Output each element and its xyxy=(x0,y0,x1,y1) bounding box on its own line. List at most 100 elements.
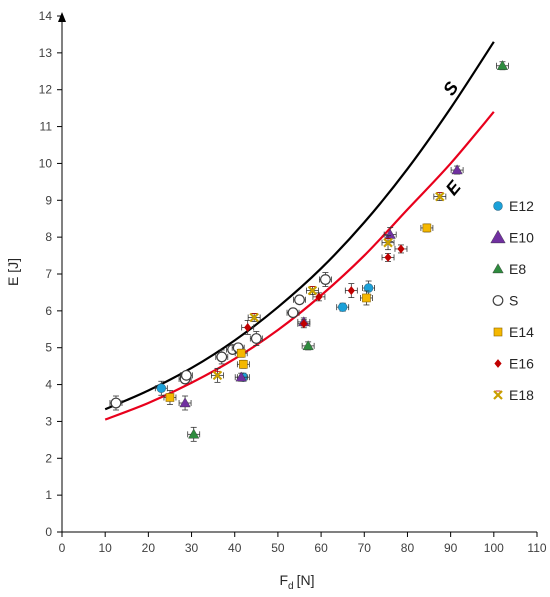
data-point xyxy=(244,323,252,332)
y-tick-label: 2 xyxy=(45,451,52,465)
y-tick-label: 5 xyxy=(45,341,52,355)
data-point xyxy=(250,333,262,344)
legend: E12 E10 E8 S E14 E16 E18 xyxy=(490,198,534,403)
legend-item-e8: E8 xyxy=(492,261,526,277)
x-axis-title-main: F xyxy=(279,572,288,588)
y-tick-label: 10 xyxy=(39,156,53,170)
legend-item-e12: E12 xyxy=(493,198,534,214)
x-tick-label: 0 xyxy=(59,541,66,555)
data-point xyxy=(384,253,392,262)
y-axis-arrow xyxy=(58,12,66,22)
data-point xyxy=(188,428,200,439)
fit-curve-e xyxy=(104,111,495,421)
data-point xyxy=(179,397,191,408)
legend-label: E14 xyxy=(509,324,534,340)
series-e18 xyxy=(211,191,447,383)
data-point xyxy=(239,359,248,369)
data-point xyxy=(362,293,371,303)
legend-marker xyxy=(493,327,503,337)
y-tick-label: 6 xyxy=(45,304,52,318)
legend-item-e18: E18 xyxy=(493,387,534,403)
legend-marker xyxy=(490,229,506,244)
data-point xyxy=(422,223,432,233)
legend-label: E12 xyxy=(509,198,534,214)
axes: 0 10 20 30 40 50 60 70 80 90 100 110012345678910111… xyxy=(39,9,547,555)
data-point xyxy=(347,286,355,295)
data-point xyxy=(235,371,247,382)
series-e10 xyxy=(178,164,464,411)
y-tick-label: 0 xyxy=(45,525,52,539)
data-point xyxy=(496,60,509,70)
data-point xyxy=(307,285,318,296)
legend-marker xyxy=(493,390,503,400)
data-point xyxy=(363,283,374,293)
y-tick-label: 9 xyxy=(45,193,52,207)
x-tick-label: 10 xyxy=(99,541,113,555)
x-tick-label: 70 xyxy=(358,541,372,555)
legend-label: S xyxy=(509,293,518,309)
data-point xyxy=(435,191,445,202)
data-point xyxy=(294,294,305,306)
error-bar xyxy=(433,192,447,202)
data-point xyxy=(302,340,314,351)
y-tick-label: 13 xyxy=(39,46,53,60)
data-point xyxy=(165,393,175,402)
legend-label: E8 xyxy=(509,261,526,277)
data-point xyxy=(156,383,167,393)
curve-labels: SE xyxy=(439,78,465,199)
y-tick-label: 8 xyxy=(45,230,52,244)
legend-marker xyxy=(492,263,504,274)
legend-item-e14: E14 xyxy=(493,324,534,340)
y-tick-label: 1 xyxy=(45,488,52,502)
x-tick-label: 60 xyxy=(314,541,328,555)
x-tick-label: 40 xyxy=(228,541,242,555)
y-tick-label: 11 xyxy=(40,120,53,134)
data-point xyxy=(110,397,122,409)
data-point xyxy=(249,312,259,323)
y-tick-label: 3 xyxy=(45,414,52,428)
series-e14 xyxy=(163,223,434,405)
legend-label: E10 xyxy=(509,230,534,246)
data-point xyxy=(337,302,348,312)
data-point xyxy=(212,370,223,381)
data-point xyxy=(320,274,331,285)
x-axis-title-sub: d xyxy=(288,581,294,592)
x-axis-title-unit: [N] xyxy=(297,572,315,588)
x-tick-label: 90 xyxy=(444,541,458,555)
y-tick-label: 7 xyxy=(45,267,52,281)
data-point xyxy=(216,351,228,363)
y-tick-label: 14 xyxy=(39,9,53,23)
data-point xyxy=(315,292,323,302)
legend-label: E16 xyxy=(509,356,534,372)
y-tick-label: 4 xyxy=(45,378,52,392)
error-bar xyxy=(247,313,261,322)
series-e8 xyxy=(187,60,509,442)
x-tick-label: 100 xyxy=(484,541,504,555)
data-point xyxy=(236,348,246,358)
x-tick-label: 80 xyxy=(401,541,415,555)
legend-item-e10: E10 xyxy=(490,229,534,246)
legend-marker xyxy=(493,201,503,211)
x-tick-label: 20 xyxy=(142,541,156,555)
x-tick-label: 50 xyxy=(271,541,285,555)
data-point xyxy=(397,244,405,254)
legend-marker xyxy=(494,359,502,368)
fit-curve-label-e: E xyxy=(442,176,466,199)
data-point xyxy=(451,164,463,175)
legend-label: E18 xyxy=(509,387,534,403)
data-point xyxy=(180,369,192,381)
y-tick-label: 12 xyxy=(39,83,53,97)
data-point xyxy=(287,307,299,319)
data-point xyxy=(300,319,308,329)
fit-curves xyxy=(104,41,495,421)
x-tick-label: 110 xyxy=(527,541,546,555)
legend-item-e16: E16 xyxy=(494,356,534,372)
series-e16 xyxy=(241,244,408,335)
x-axis-title: Fd [N] xyxy=(279,572,314,592)
legend-item-s: S xyxy=(492,293,518,309)
fit-curve-s xyxy=(104,41,495,411)
series-s xyxy=(109,272,332,411)
legend-marker xyxy=(492,295,504,306)
data-points xyxy=(109,60,509,442)
